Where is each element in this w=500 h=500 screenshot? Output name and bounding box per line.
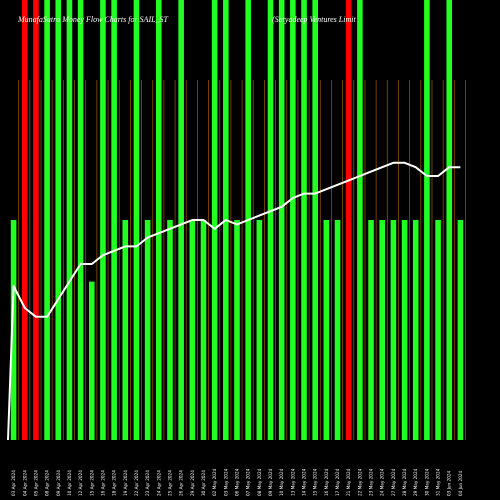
bar (334, 220, 341, 440)
x-tick-label: 08 May 2024 (257, 468, 262, 496)
x-tick-label: 29 May 2024 (413, 468, 418, 496)
x-tick-label: 09 Apr 2024 (56, 470, 61, 496)
bar (345, 0, 352, 440)
bar (100, 0, 106, 440)
x-tick-label: 19 Apr 2024 (123, 470, 128, 496)
x-tick-label: 04 Apr 2024 (22, 470, 27, 496)
bar (88, 281, 95, 440)
x-tick-label: 29 Apr 2024 (190, 470, 195, 496)
bar (323, 220, 330, 440)
bar (234, 220, 240, 440)
bar (446, 0, 453, 440)
bar (379, 220, 386, 440)
bar (290, 0, 296, 440)
bar (189, 220, 196, 440)
bar (267, 0, 274, 440)
bar (10, 220, 17, 440)
x-tick-label: 26 Apr 2024 (179, 470, 184, 496)
bar (357, 0, 363, 440)
x-tick-label: 10 Apr 2024 (67, 470, 72, 496)
x-tick-label: 04 Jun 2024 (458, 470, 463, 496)
bar (167, 220, 173, 440)
x-tick-label: 28 May 2024 (402, 468, 407, 496)
bar (457, 220, 464, 440)
x-tick-label: 13 May 2024 (290, 468, 295, 496)
bar (133, 0, 140, 440)
x-tick-label: 16 Apr 2024 (100, 470, 105, 496)
x-tick-label: 14 May 2024 (302, 468, 307, 496)
x-tick-label: 24 May 2024 (380, 468, 385, 496)
x-tick-label: 15 Apr 2024 (89, 470, 94, 496)
x-tick-label: 22 May 2024 (357, 468, 362, 496)
bar (211, 0, 218, 440)
x-tick-label: 21 May 2024 (346, 468, 351, 496)
x-tick-label: 18 Apr 2024 (112, 470, 117, 496)
bar (424, 0, 430, 440)
bar (77, 0, 84, 440)
bar (156, 0, 162, 440)
bar (312, 0, 318, 440)
x-tick-label: 09 May 2024 (268, 468, 273, 496)
bar (111, 0, 117, 440)
x-tick-label: 16 May 2024 (324, 468, 329, 496)
x-tick-label: 23 Apr 2024 (145, 470, 150, 496)
x-tick-label: 07 May 2024 (246, 468, 251, 496)
bar (200, 220, 207, 440)
bar (256, 220, 263, 440)
x-tick-label: 30 May 2024 (424, 468, 429, 496)
x-tick-label: 17 May 2024 (335, 468, 340, 496)
x-tick-label: 23 May 2024 (369, 468, 374, 496)
bar (412, 220, 419, 440)
bar (33, 0, 39, 440)
bar (390, 220, 397, 440)
x-tick-label: 02 May 2024 (212, 468, 217, 496)
x-tick-label: 03 May 2024 (223, 468, 228, 496)
x-tick-label: 22 Apr 2024 (134, 470, 139, 496)
flow-line-layer (7, 161, 461, 441)
bar (301, 0, 307, 440)
bar (21, 0, 28, 440)
bar (178, 0, 184, 440)
bar (55, 0, 62, 440)
x-tick-label: 05 Apr 2024 (33, 470, 38, 496)
x-tick-label: 31 May 2024 (436, 468, 441, 496)
bar (44, 0, 50, 440)
x-tick-label: 25 Apr 2024 (167, 470, 172, 496)
x-tick-label: 27 May 2024 (391, 468, 396, 496)
grid-lines (18, 80, 466, 440)
x-tick-label: 08 Apr 2024 (45, 470, 50, 496)
chart-title: MunafaSutra Money Flow Charts for SAIL_S… (17, 15, 169, 24)
chart-subtitle: (Satyadeep Ventures Limit (272, 15, 356, 24)
x-tick-label: 03 Jun 2024 (447, 470, 452, 496)
bar (144, 220, 151, 440)
bar (122, 220, 129, 440)
x-tick-label: 10 May 2024 (279, 468, 284, 496)
bar (278, 0, 285, 440)
x-tick-label: 03 Apr 2024 (11, 470, 16, 496)
bar (368, 220, 374, 440)
bar (435, 220, 441, 440)
x-tick-label: 30 Apr 2024 (201, 470, 206, 496)
x-tick-labels: 03 Apr 2024 04 Apr 2024 05 Apr 2024 08 Apr … (11, 468, 463, 496)
x-tick-label: 12 Apr 2024 (78, 470, 83, 496)
x-tick-label: 15 May 2024 (313, 468, 318, 496)
bar (401, 220, 408, 440)
bar (66, 0, 73, 440)
flow-line (7, 161, 461, 441)
x-tick-label: 24 Apr 2024 (156, 470, 161, 496)
x-tick-label: 06 May 2024 (235, 468, 240, 496)
